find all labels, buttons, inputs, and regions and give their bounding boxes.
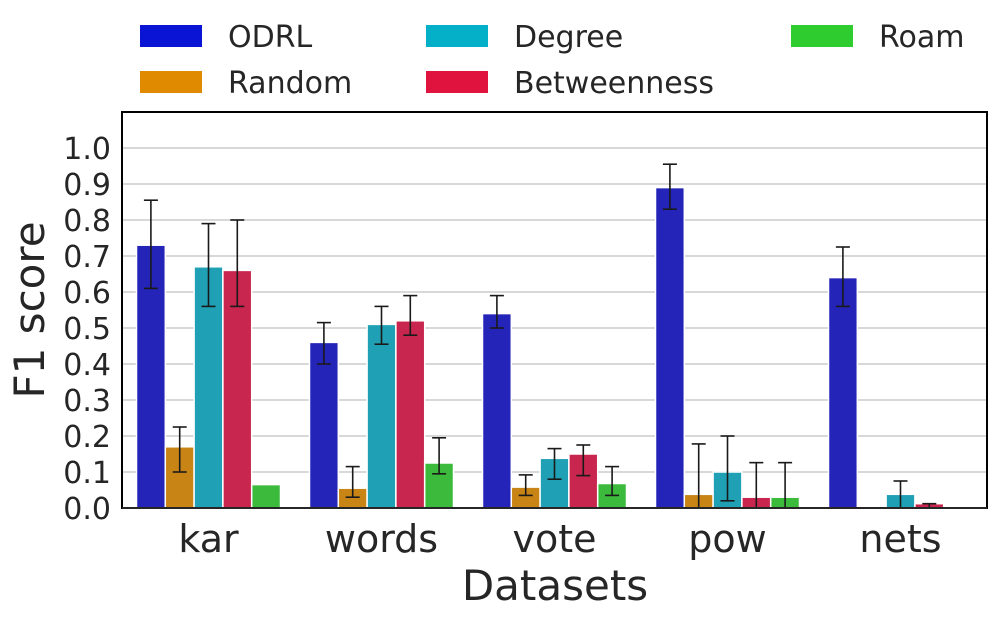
legend-swatch: [426, 71, 488, 93]
y-tick-label: 0.9: [63, 168, 111, 203]
legend-item-random: Random: [140, 66, 352, 101]
legend: ODRL Random Degree Betweenness Roam: [140, 20, 964, 101]
bar-odrl-words: [308, 341, 340, 509]
legend-label: Random: [228, 66, 352, 101]
legend-item-betweenness: Betweenness: [426, 66, 714, 101]
error-bar: [835, 246, 850, 308]
legend-swatch: [140, 25, 202, 47]
error-bar: [489, 294, 504, 329]
y-tick-label: 0.0: [63, 492, 111, 527]
y-tick-label: 0.5: [63, 312, 111, 347]
legend-swatch: [426, 25, 488, 47]
error-bar: [720, 435, 735, 502]
grid-lines: [122, 147, 987, 473]
x-tick-label: nets: [859, 517, 941, 561]
x-tick-labels: kar words vote pow nets: [178, 517, 941, 561]
bar-odrl-pow: [654, 186, 686, 509]
error-bars: [143, 163, 937, 509]
y-tick-label: 0.1: [63, 456, 111, 491]
x-tick-label: kar: [178, 517, 239, 561]
y-tick-label: 1.0: [63, 132, 111, 167]
y-tick-label: 0.3: [63, 384, 111, 419]
legend-label: Degree: [514, 20, 623, 55]
error-bar: [230, 219, 245, 308]
error-bar: [605, 465, 620, 497]
bar-roam-kar: [250, 483, 282, 509]
legend-label: Roam: [879, 20, 964, 55]
legend-label: Betweenness: [514, 66, 714, 101]
legend-label: ODRL: [228, 20, 313, 55]
x-tick-label: words: [325, 517, 438, 561]
error-bar: [662, 163, 677, 210]
bar-odrl-nets: [827, 276, 859, 509]
y-tick-labels: 0.00.10.20.30.40.50.60.70.80.91.0: [63, 132, 111, 527]
bar-odrl-vote: [481, 312, 513, 509]
y-tick-label: 0.7: [63, 240, 111, 275]
error-bar: [432, 436, 447, 475]
x-tick-label: pow: [688, 517, 766, 561]
y-axis-label: F1 score: [5, 221, 54, 398]
error-bar: [518, 474, 533, 497]
y-tick-label: 0.4: [63, 348, 111, 383]
error-bar: [316, 321, 331, 365]
error-bar: [547, 447, 562, 481]
y-tick-label: 0.8: [63, 204, 111, 239]
legend-swatch: [140, 71, 202, 93]
y-tick-label: 0.2: [63, 420, 111, 455]
legend-item-degree: Degree: [426, 20, 623, 55]
y-tick-label: 0.6: [63, 276, 111, 311]
x-tick-label: vote: [512, 517, 596, 561]
error-bar: [403, 294, 418, 337]
x-axis-label: Datasets: [462, 561, 648, 610]
bar-degree-words: [366, 323, 397, 509]
error-bar: [576, 444, 591, 477]
error-bar: [201, 222, 216, 308]
legend-item-odrl: ODRL: [140, 20, 313, 55]
legend-item-roam: Roam: [791, 20, 964, 55]
error-bar: [172, 426, 187, 473]
bars: [135, 186, 945, 509]
error-bar: [345, 465, 360, 499]
error-bar: [143, 199, 158, 290]
bar-betweenness-words: [395, 320, 426, 509]
error-bar: [374, 305, 389, 346]
bar-betweenness-kar: [222, 269, 253, 509]
legend-swatch: [791, 25, 853, 47]
